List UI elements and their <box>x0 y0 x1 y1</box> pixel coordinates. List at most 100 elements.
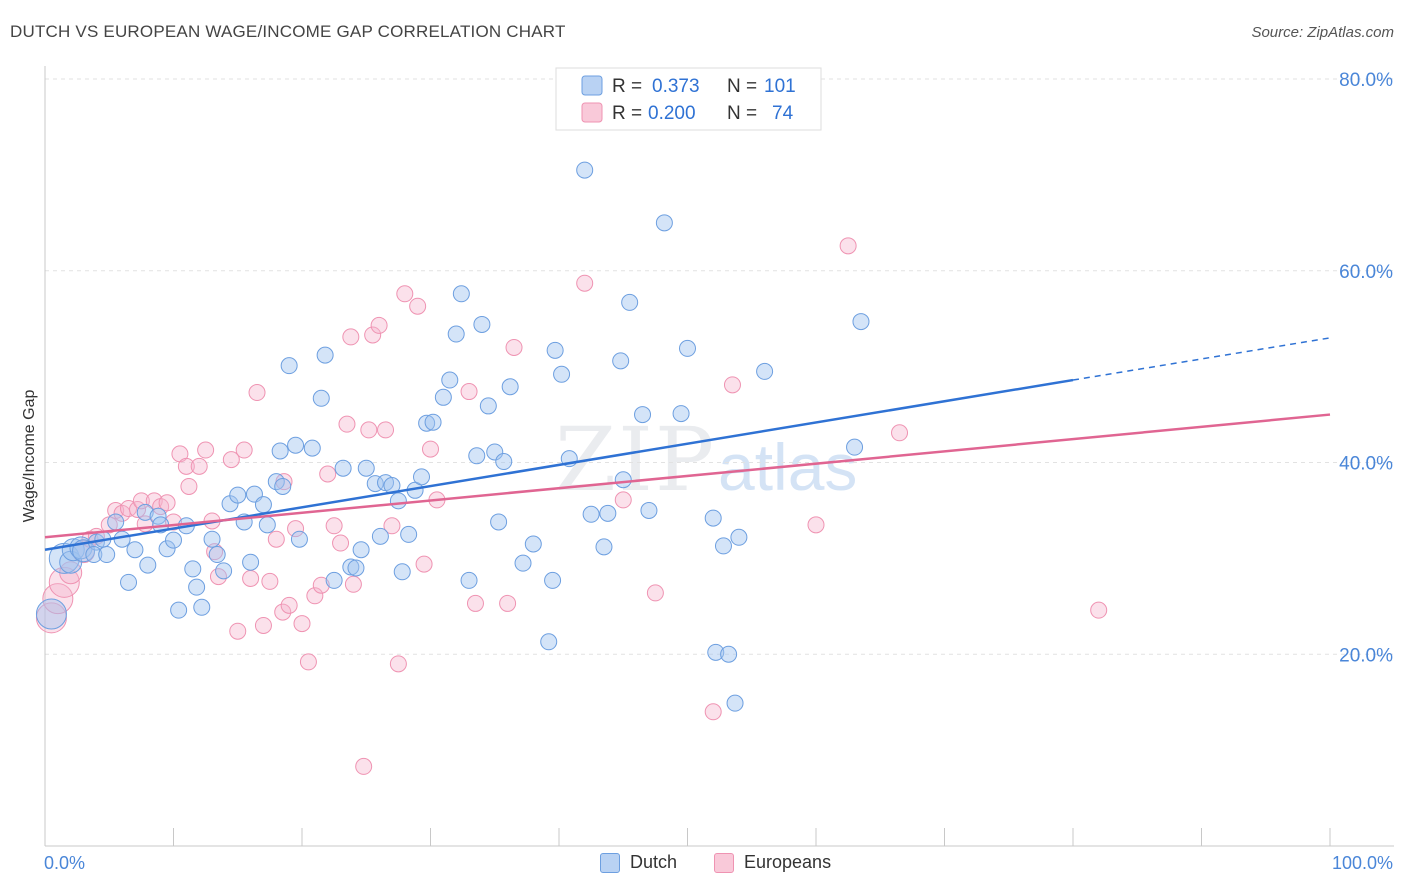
series-legend: Dutch Europeans <box>0 852 1406 878</box>
europeans-point <box>306 587 324 605</box>
europeans-point <box>576 274 594 292</box>
dutch-r-value: 0.373 <box>652 76 700 97</box>
dutch-point <box>704 509 722 527</box>
y-tick-label-20: 20.0% <box>1339 645 1393 666</box>
europeans-r-label: R = <box>612 103 642 124</box>
dutch-point <box>413 468 431 486</box>
europeans-point <box>342 328 360 346</box>
dutch-trend-extension <box>1072 337 1331 381</box>
dutch-point <box>136 503 154 521</box>
europeans-point <box>360 421 378 439</box>
europeans-point <box>355 757 373 775</box>
dutch-point <box>756 362 774 380</box>
svg-text:ZIP: ZIP <box>555 408 716 511</box>
dutch-point <box>460 571 478 589</box>
dutch-point <box>655 214 673 232</box>
europeans-point <box>646 584 664 602</box>
dutch-point <box>546 341 564 359</box>
dutch-point <box>679 339 696 357</box>
dutch-point <box>312 389 330 407</box>
dutch-point <box>184 560 202 578</box>
dutch-point <box>599 504 617 522</box>
dutch-point <box>85 546 103 564</box>
europeans-point <box>839 237 857 255</box>
dutch-swatch <box>600 852 620 873</box>
europeans-points <box>35 237 1108 775</box>
dutch-point <box>271 442 289 460</box>
europeans-point <box>614 491 632 509</box>
europeans-point <box>206 543 224 561</box>
dutch-n-label: N = <box>727 76 757 97</box>
europeans-point <box>723 376 741 394</box>
x-axis-ticks <box>44 828 1331 846</box>
legend-item-europeans: Europeans <box>714 852 831 873</box>
axes <box>44 66 1394 847</box>
dutch-point <box>490 513 508 531</box>
dutch-point <box>229 486 247 504</box>
europeans-point <box>248 384 266 402</box>
europeans-point <box>1090 601 1108 619</box>
dutch-point <box>621 293 639 311</box>
dutch-point <box>524 535 542 553</box>
europeans-point <box>396 285 414 303</box>
dutch-point <box>193 598 211 616</box>
europeans-trend-line <box>44 413 1331 539</box>
dutch-point <box>400 525 418 543</box>
europeans-point <box>505 338 523 356</box>
dutch-point <box>852 313 870 331</box>
dutch-point <box>325 571 343 589</box>
europeans-point <box>319 465 337 483</box>
dutch-point <box>170 601 188 619</box>
dutch-point <box>707 643 725 661</box>
y-tick-labels: 20.0% 40.0% 60.0% 80.0% <box>1339 70 1393 666</box>
x-tick-label-max: 100.0% <box>1332 853 1393 873</box>
dutch-point <box>434 388 452 406</box>
europeans-point <box>312 576 330 594</box>
dutch-point <box>730 528 748 546</box>
europeans-point <box>197 441 215 459</box>
europeans-point <box>120 500 138 518</box>
dutch-point <box>35 598 67 630</box>
europeans-point <box>280 596 298 614</box>
dutch-point <box>501 378 519 396</box>
europeans-point <box>344 575 362 593</box>
dutch-point <box>126 541 144 559</box>
europeans-point <box>254 616 272 634</box>
stats-legend: R = 0.373 N = 101 R = 0.200 N = 74 <box>555 67 822 131</box>
dutch-r-label: R = <box>612 76 642 97</box>
dutch-point <box>357 459 375 477</box>
europeans-point <box>177 457 195 475</box>
europeans-point <box>364 326 382 344</box>
dutch-point <box>258 516 276 534</box>
dutch-point <box>242 553 260 571</box>
dutch-point <box>582 505 600 523</box>
dutch-point <box>614 471 632 489</box>
europeans-point <box>370 316 388 334</box>
europeans-point <box>267 530 285 548</box>
dutch-point <box>468 447 486 465</box>
europeans-n-label: N = <box>727 103 757 124</box>
dutch-point <box>165 531 182 549</box>
watermark: ZIP atlas <box>555 408 857 511</box>
y-tick-label-80: 80.0% <box>1339 70 1393 91</box>
dutch-point <box>473 315 491 333</box>
trend-lines <box>44 337 1331 551</box>
dutch-point <box>393 563 411 581</box>
europeans-point <box>190 457 208 475</box>
dutch-point <box>576 161 594 179</box>
dutch-point <box>714 537 732 555</box>
dutch-point <box>254 496 272 514</box>
europeans-point <box>338 415 356 433</box>
dutch-point <box>672 405 690 423</box>
dutch-point <box>447 325 465 343</box>
europeans-swatch <box>714 852 734 873</box>
europeans-point <box>299 653 317 671</box>
europeans-point <box>891 424 909 442</box>
europeans-point <box>704 703 722 721</box>
europeans-point <box>274 603 292 621</box>
europeans-point <box>466 594 484 612</box>
y-tick-label-60: 60.0% <box>1339 262 1393 283</box>
dutch-point <box>544 571 562 589</box>
europeans-point <box>261 572 279 590</box>
